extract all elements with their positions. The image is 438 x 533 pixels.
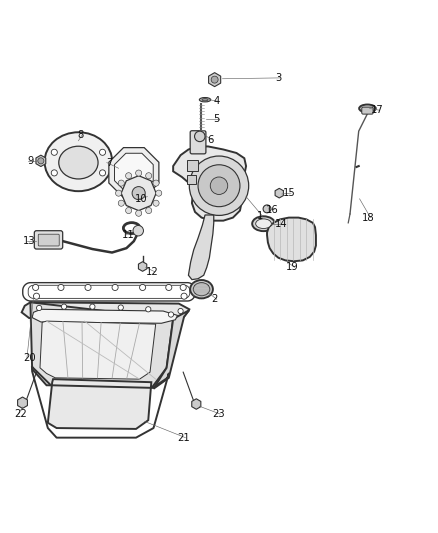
Circle shape [133, 225, 144, 236]
Ellipse shape [256, 219, 272, 229]
Polygon shape [36, 155, 46, 166]
Ellipse shape [252, 216, 275, 231]
Polygon shape [208, 72, 221, 87]
Polygon shape [48, 379, 151, 429]
Text: 4: 4 [214, 96, 220, 107]
Circle shape [168, 312, 173, 317]
Circle shape [146, 173, 152, 179]
Text: 2: 2 [212, 294, 218, 304]
Ellipse shape [359, 104, 376, 112]
Circle shape [181, 293, 187, 299]
Text: 12: 12 [146, 266, 159, 277]
Polygon shape [188, 215, 214, 280]
Circle shape [153, 200, 159, 206]
Polygon shape [138, 262, 147, 271]
Circle shape [118, 200, 124, 206]
Text: 16: 16 [266, 205, 279, 215]
Text: 11: 11 [122, 230, 134, 240]
Circle shape [194, 131, 205, 142]
Circle shape [136, 170, 142, 176]
Text: 21: 21 [177, 433, 190, 442]
Polygon shape [275, 188, 283, 198]
Text: 13: 13 [23, 236, 35, 246]
Polygon shape [192, 399, 201, 409]
Circle shape [33, 293, 39, 299]
Text: 3: 3 [275, 73, 281, 83]
Polygon shape [121, 176, 156, 211]
Circle shape [90, 304, 95, 309]
Circle shape [126, 173, 132, 179]
Ellipse shape [193, 282, 210, 296]
Polygon shape [109, 148, 159, 198]
Polygon shape [114, 154, 153, 192]
Circle shape [51, 170, 57, 176]
Text: 19: 19 [286, 262, 299, 272]
Text: 1: 1 [257, 211, 264, 221]
Circle shape [155, 190, 162, 196]
FancyBboxPatch shape [190, 131, 206, 154]
Text: 8: 8 [77, 130, 83, 140]
Circle shape [263, 205, 271, 213]
FancyBboxPatch shape [187, 160, 198, 171]
Polygon shape [18, 397, 28, 408]
FancyBboxPatch shape [187, 175, 196, 184]
Text: 6: 6 [207, 135, 213, 145]
Text: 7: 7 [106, 158, 112, 167]
Circle shape [136, 210, 142, 216]
Text: 10: 10 [135, 194, 148, 204]
FancyBboxPatch shape [362, 107, 373, 114]
Circle shape [116, 190, 122, 196]
Polygon shape [30, 302, 173, 386]
Polygon shape [153, 310, 189, 389]
Circle shape [140, 285, 146, 290]
Circle shape [85, 285, 91, 290]
Circle shape [198, 165, 240, 207]
Circle shape [211, 76, 218, 83]
Text: 22: 22 [14, 409, 27, 419]
Polygon shape [173, 147, 246, 221]
Circle shape [146, 306, 151, 312]
Circle shape [58, 285, 64, 290]
Circle shape [36, 305, 42, 311]
Text: 20: 20 [23, 353, 35, 363]
Polygon shape [21, 302, 189, 319]
Circle shape [153, 180, 159, 186]
Text: 5: 5 [214, 114, 220, 124]
Polygon shape [32, 309, 177, 323]
Text: 23: 23 [212, 409, 224, 419]
Circle shape [166, 285, 172, 290]
Circle shape [118, 305, 124, 310]
Circle shape [99, 170, 106, 176]
Ellipse shape [59, 146, 98, 179]
Ellipse shape [45, 132, 112, 191]
Circle shape [61, 304, 67, 309]
Circle shape [178, 309, 183, 313]
Circle shape [180, 285, 186, 290]
Text: 17: 17 [371, 105, 383, 115]
Circle shape [112, 285, 118, 290]
Ellipse shape [202, 99, 208, 101]
Circle shape [51, 149, 57, 155]
FancyBboxPatch shape [38, 234, 59, 246]
Circle shape [38, 158, 44, 164]
Circle shape [132, 187, 145, 200]
Circle shape [146, 207, 152, 214]
Text: 15: 15 [283, 188, 295, 198]
FancyBboxPatch shape [34, 231, 63, 249]
Polygon shape [40, 321, 155, 379]
Circle shape [99, 149, 106, 155]
Text: 9: 9 [27, 156, 34, 166]
Text: 18: 18 [362, 213, 374, 223]
Ellipse shape [190, 280, 213, 298]
Text: 14: 14 [275, 219, 287, 229]
Circle shape [118, 180, 124, 186]
Circle shape [32, 285, 39, 290]
Circle shape [189, 156, 249, 215]
Circle shape [126, 207, 132, 214]
Circle shape [210, 177, 228, 195]
Ellipse shape [199, 98, 211, 102]
Polygon shape [267, 217, 316, 261]
